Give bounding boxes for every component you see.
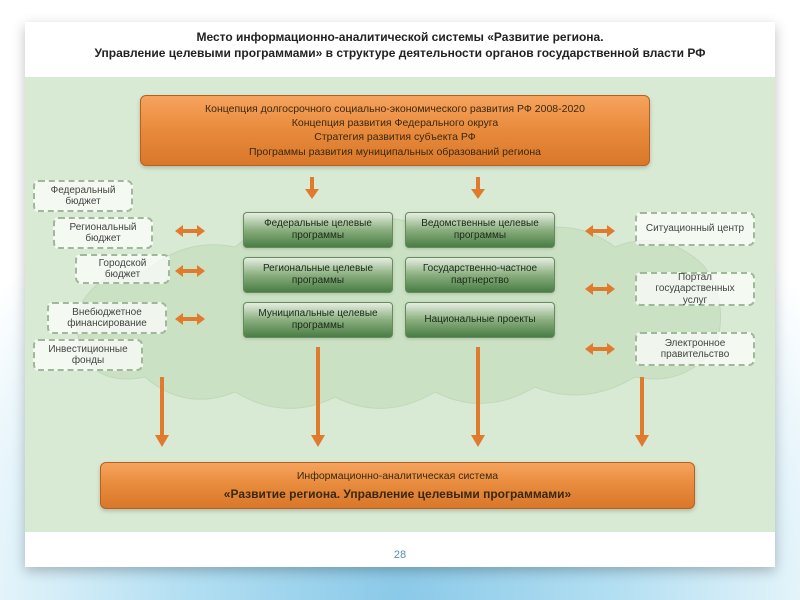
- arrow-bi-icon: [585, 225, 615, 237]
- slide-sheet: Место информационно-аналитической систем…: [25, 22, 775, 567]
- left-extrabudget: Внебюджетное финансирование: [47, 302, 167, 334]
- slide-title: Место информационно-аналитической систем…: [25, 22, 775, 63]
- concept-box: Концепция долгосрочного социально-эконом…: [140, 95, 650, 166]
- arrow-bi-icon: [175, 265, 205, 277]
- program-municipal: Муниципальные целевые программы: [243, 302, 393, 338]
- arrow-bi-icon: [585, 283, 615, 295]
- program-departmental: Ведомственные целевые программы: [405, 212, 555, 248]
- left-city-budget: Городской бюджет: [75, 254, 170, 284]
- right-egov: Электронное правительство: [635, 332, 755, 366]
- concept-l2: Концепция развития Федерального округа: [153, 116, 637, 130]
- concept-l1: Концепция долгосрочного социально-эконом…: [153, 102, 637, 116]
- system-l2: «Развитие региона. Управление целевыми п…: [113, 486, 682, 502]
- system-l1: Информационно-аналитическая система: [113, 469, 682, 483]
- arrow-down-icon: [471, 177, 485, 199]
- right-gov-portal: Портал государственных услуг: [635, 272, 755, 306]
- right-situation-center: Ситуационный центр: [635, 212, 755, 246]
- arrow-down-icon: [155, 377, 169, 447]
- title-line-1: Место информационно-аналитической систем…: [55, 30, 745, 46]
- program-national: Национальные проекты: [405, 302, 555, 338]
- arrow-bi-icon: [175, 313, 205, 325]
- arrow-bi-icon: [585, 343, 615, 355]
- program-ppp: Государственно-частное партнерство: [405, 257, 555, 293]
- arrow-down-icon: [305, 177, 319, 199]
- left-invest-funds: Инвестиционные фонды: [33, 339, 143, 371]
- left-federal-budget: Федеральный бюджет: [33, 180, 133, 212]
- title-line-2: Управление целевыми программами» в струк…: [55, 46, 745, 62]
- arrow-down-icon: [635, 377, 649, 447]
- diagram-area: Концепция долгосрочного социально-эконом…: [25, 77, 775, 532]
- arrow-down-icon: [471, 347, 485, 447]
- program-regional: Региональные целевые программы: [243, 257, 393, 293]
- system-box: Информационно-аналитическая система «Раз…: [100, 462, 695, 509]
- arrow-down-icon: [311, 347, 325, 447]
- page-number: 28: [25, 549, 775, 561]
- left-regional-budget: Региональный бюджет: [53, 217, 153, 249]
- concept-l4: Программы развития муниципальных образов…: [153, 145, 637, 159]
- program-federal: Федеральные целевые программы: [243, 212, 393, 248]
- concept-l3: Стратегия развития субъекта РФ: [153, 130, 637, 144]
- arrow-bi-icon: [175, 225, 205, 237]
